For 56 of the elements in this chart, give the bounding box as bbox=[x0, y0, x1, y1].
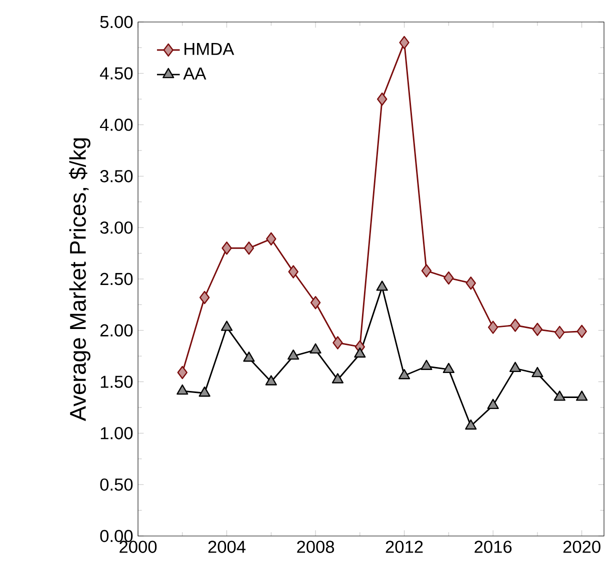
point bbox=[554, 390, 566, 401]
point bbox=[310, 296, 321, 310]
point bbox=[244, 242, 254, 255]
point bbox=[243, 352, 255, 362]
point bbox=[354, 347, 366, 358]
y-tick-label: 0.00 bbox=[100, 530, 133, 542]
point bbox=[466, 276, 476, 290]
point bbox=[510, 318, 520, 332]
point bbox=[420, 360, 432, 370]
point bbox=[487, 398, 499, 410]
x-tick-label: 2016 bbox=[474, 540, 512, 553]
point bbox=[265, 375, 277, 386]
x-tick-label: 2020 bbox=[563, 540, 600, 553]
x-tick-label: 2012 bbox=[386, 540, 423, 553]
point bbox=[488, 320, 498, 334]
point bbox=[310, 343, 322, 354]
y-tick-label: 2.50 bbox=[100, 272, 133, 286]
y-tick-label: 0.50 bbox=[100, 478, 133, 491]
y-tick-label: 1.00 bbox=[100, 427, 133, 440]
y-tick-label: 4.50 bbox=[100, 67, 133, 80]
y-tick-label: 3.50 bbox=[100, 170, 133, 182]
y-tick-label: 4.00 bbox=[100, 118, 133, 131]
point bbox=[532, 322, 543, 336]
point bbox=[554, 326, 565, 340]
point bbox=[332, 373, 344, 384]
y-tick-label: 3.00 bbox=[100, 221, 133, 234]
x-tick-label: 2000 bbox=[120, 540, 157, 553]
point bbox=[442, 362, 454, 374]
legend-label: AA bbox=[183, 68, 206, 80]
legend-label: HMDA bbox=[184, 43, 234, 55]
point bbox=[398, 369, 410, 380]
point bbox=[177, 366, 188, 380]
x-tick-label: 2008 bbox=[297, 540, 334, 553]
point bbox=[576, 324, 587, 338]
y-axis-title: Average Market Prices, $/kg bbox=[68, 138, 90, 422]
point bbox=[532, 366, 544, 378]
y-tick-label: 5.00 bbox=[100, 16, 133, 28]
point bbox=[376, 92, 388, 106]
x-tick-label: 2004 bbox=[208, 540, 246, 553]
y-tick-label: 2.00 bbox=[100, 324, 133, 337]
point bbox=[376, 280, 388, 291]
point bbox=[176, 384, 188, 395]
point bbox=[465, 419, 477, 430]
point bbox=[198, 386, 210, 397]
point bbox=[288, 349, 300, 360]
point bbox=[444, 271, 454, 285]
point bbox=[266, 232, 276, 246]
point bbox=[332, 336, 343, 350]
y-tick-label: 1.50 bbox=[100, 376, 133, 388]
point bbox=[199, 290, 210, 304]
point bbox=[220, 320, 233, 331]
point bbox=[222, 242, 232, 255]
point bbox=[288, 265, 298, 278]
point bbox=[576, 390, 588, 401]
point bbox=[421, 264, 432, 278]
point bbox=[509, 362, 522, 372]
